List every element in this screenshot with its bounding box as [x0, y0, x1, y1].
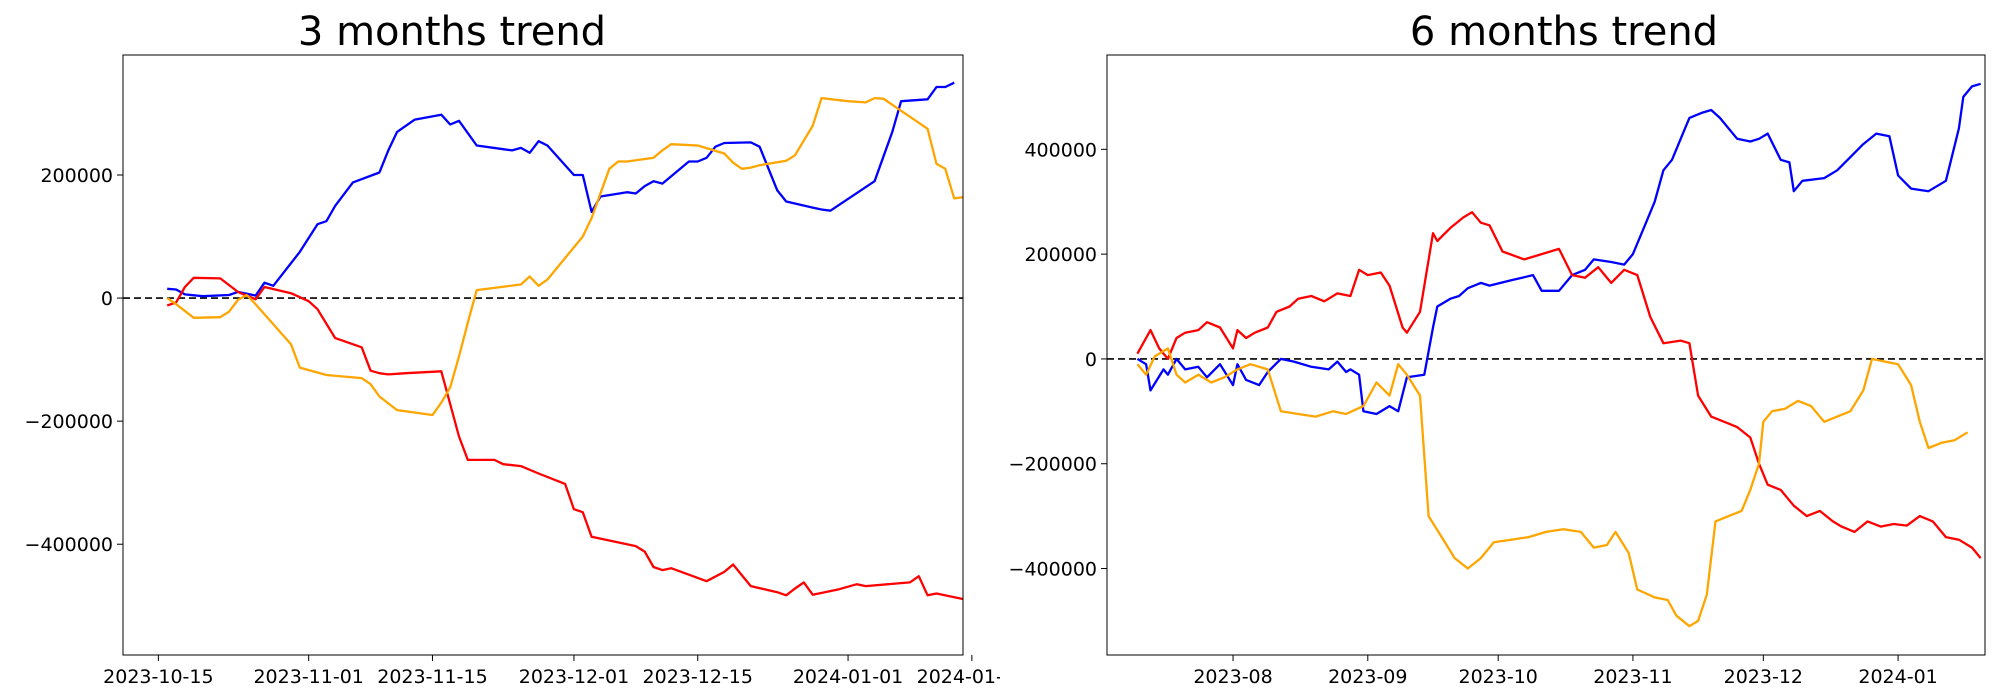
x-tick-label: 2023-11-01: [253, 666, 363, 688]
x-tick-label: 2024-01-15: [917, 666, 1000, 688]
chart-3-months: 3 months trend 2023-10-15 2023-11-01 2023-…: [25, 9, 1000, 688]
x-tick-label: 2023-12-01: [519, 666, 629, 688]
series-line-1: [166, 276, 963, 602]
y-tick-label: −200000: [1009, 454, 1097, 476]
x-tick-label: 2023-09: [1328, 666, 1407, 688]
chart-6-months: 6 months trend 2023-08 2023-09 2023-10 2023…: [1000, 0, 2000, 700]
x-tick-label: 2023-11-15: [377, 666, 487, 688]
x-tick-label: 2023-12-15: [643, 666, 753, 688]
series-group: [166, 81, 963, 602]
y-tick-label: 200000: [1024, 244, 1097, 266]
x-tick-label: 2023-08: [1193, 666, 1272, 688]
y-tick-label: −400000: [25, 534, 113, 556]
chart-title: 3 months trend: [298, 9, 606, 55]
chart-6-months-svg: 6 months trend 2023-08 2023-09 2023-10 2023…: [1009, 9, 1986, 688]
x-tick-label: 2023-12: [1724, 666, 1803, 688]
chart-title: 6 months trend: [1410, 9, 1718, 55]
y-tick-label: 0: [1085, 349, 1097, 371]
y-tick-label: 400000: [1024, 139, 1097, 161]
series-line-1: [1136, 211, 1982, 559]
series-line-0: [1136, 82, 1982, 416]
plot-frame: [122, 54, 964, 656]
y-tick-label: 0: [101, 288, 113, 310]
series-group: [1136, 82, 1982, 628]
x-tick-label: 2023-11: [1593, 666, 1672, 688]
y-tick-label: −400000: [1009, 559, 1097, 581]
x-tick-label: 2023-10: [1458, 666, 1537, 688]
series-line-2: [1136, 347, 1969, 628]
chart-3-months-svg: 3 months trend 2023-10-15 2023-11-01 2023-…: [25, 9, 1000, 688]
x-tick-label: 2024-01-01: [793, 666, 903, 688]
series-line-0: [167, 81, 955, 298]
x-tick-label: 2024-01: [1858, 666, 1937, 688]
series-line-2: [166, 96, 963, 417]
y-tick-label: 200000: [40, 165, 113, 187]
plot-frame: [1106, 54, 1986, 656]
y-tick-label: −200000: [25, 411, 113, 433]
x-tick-label: 2023-10-15: [103, 666, 213, 688]
